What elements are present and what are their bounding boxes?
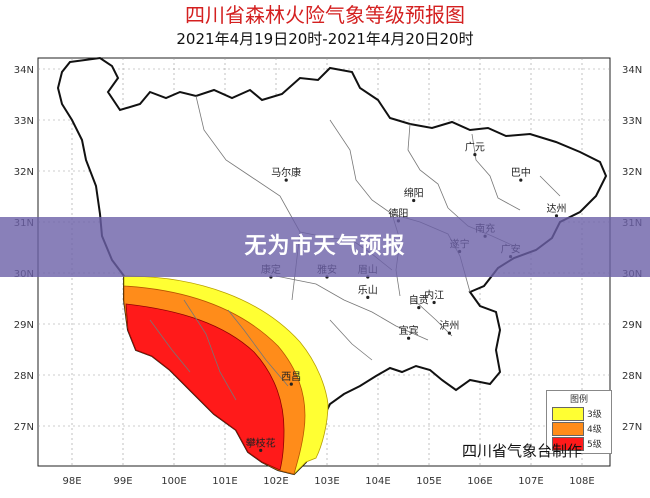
city-label: 乐山 [358, 284, 378, 296]
banner-overlay [0, 217, 650, 277]
lon-label: 106E [467, 476, 492, 487]
city-marker [554, 214, 559, 218]
city-label: 宜宾 [399, 324, 419, 337]
city-marker [447, 331, 451, 335]
city-label: 内江 [424, 289, 444, 302]
banner-title: 无为市天气预报 [244, 234, 406, 259]
lon-label: 100E [161, 476, 186, 487]
lat-label-right: 27N [622, 422, 642, 433]
lat-label-left: 28N [14, 371, 34, 382]
city-marker [289, 382, 293, 386]
lon-label: 108E [569, 476, 594, 487]
credit-text: 四川省气象台制作 [462, 442, 583, 460]
lon-label: 105E [416, 476, 441, 487]
lat-label-left: 27N [14, 422, 34, 433]
legend-swatch-level5 [552, 437, 584, 451]
lon-label: 102E [263, 476, 288, 487]
map-title: 四川省森林火险气象等级预报图 [185, 3, 465, 27]
legend-label-level4: 4级 [587, 425, 602, 435]
legend-label-level3: 3级 [587, 410, 602, 420]
lat-label-left: 32N [14, 167, 34, 178]
city-label: 绵阳 [404, 187, 424, 200]
lat-label-right: 32N [622, 167, 642, 178]
city-marker [407, 336, 411, 340]
lon-label: 104E [365, 476, 390, 487]
lon-label: 101E [212, 476, 237, 487]
legend-title: 图例 [569, 395, 588, 405]
lat-label-right: 34N [622, 65, 642, 76]
lat-label-right: 33N [622, 116, 642, 127]
city-marker [284, 178, 288, 182]
city-label: 巴中 [511, 166, 531, 179]
city-marker [432, 300, 436, 305]
lat-label-right: 28N [622, 371, 642, 382]
legend-label-level5: 5级 [587, 440, 602, 450]
city-marker [412, 198, 416, 203]
city-marker [366, 295, 370, 299]
risk-zone-level5 [125, 303, 285, 471]
city-label: 西昌 [281, 371, 301, 383]
city-marker [519, 178, 523, 182]
lon-label: 107E [518, 476, 543, 487]
lon-label: 103E [314, 476, 339, 487]
city-label: 德阳 [388, 207, 408, 220]
legend-swatch-level3 [552, 407, 584, 421]
longitude-labels-bottom: 98E 99E 100E 101E 102E 103E 104E 105E 106E 107E 10… [62, 476, 594, 487]
lat-label-left: 33N [14, 116, 34, 127]
city-label: 自贡 [409, 294, 429, 307]
map-legend: 图例 3级 4级 5级 [546, 390, 612, 454]
legend-swatch-level4 [552, 422, 584, 436]
city-label: 广元 [465, 142, 485, 154]
lat-label-left: 34N [14, 65, 34, 76]
city-marker [259, 448, 263, 452]
lat-label-left: 29N [14, 320, 34, 331]
city-label: 马尔康 [271, 166, 301, 179]
city-marker [473, 153, 477, 157]
lat-label-right: 29N [622, 320, 642, 331]
city-label: 攀枝花 [246, 436, 276, 449]
lon-label: 98E [62, 476, 81, 487]
lon-label: 99E [113, 476, 132, 487]
city-label: 达州 [547, 203, 567, 215]
city-label: 泸州 [439, 320, 459, 332]
map-subtitle: 2021年4月19日20时-2021年4月20日20时 [176, 30, 474, 48]
city-marker [417, 306, 421, 310]
